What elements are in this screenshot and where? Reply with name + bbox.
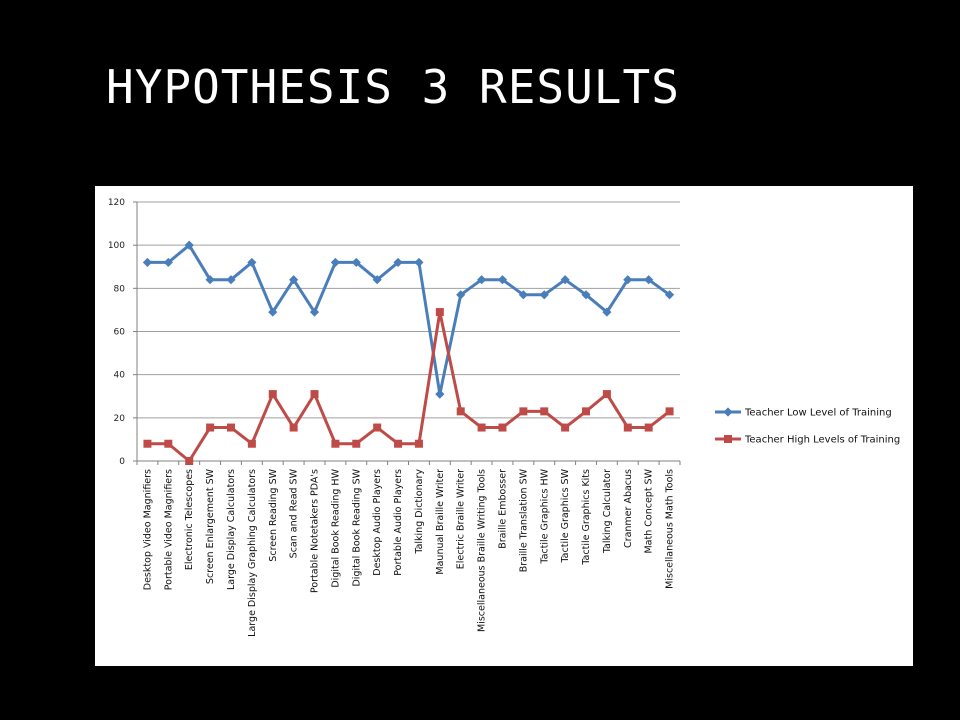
data-point [184,240,194,250]
x-category-label: Digital Book Reading SW [351,468,362,586]
x-category-label: Braille Embosser [497,469,508,549]
legend: Teacher Low Level of Training Teacher Hig… [715,407,900,446]
y-tick-label: 20 [114,414,126,424]
x-category-label: Desktop Video Magnifiers [142,469,153,590]
x-category-label: Screen Reading SW [268,468,279,561]
x-category-label: Tactile Graphics HW [539,468,550,564]
data-point [414,439,423,448]
x-category-label: Portable Video Magnifiers [163,469,174,590]
data-point [560,275,570,285]
y-tick-label: 40 [114,371,126,381]
x-category-label: Tactile Graphics Kits [581,469,592,566]
data-point [540,407,549,416]
data-point [456,407,465,416]
data-point [164,439,173,448]
data-point [498,423,507,432]
data-point [561,423,570,432]
data-point [539,290,549,300]
data-point [226,423,235,432]
x-category-label: Digital Book Reading HW [330,468,341,587]
x-category-labels: Desktop Video Magnifiers Portable Video M… [142,468,675,636]
chart-panel: 0 20 40 60 80 100 120 Desktop Video Magnifiers… [95,186,913,666]
x-category-label: Maunual Braille Writer [435,469,446,575]
x-category-label: Miscellaneous Math Tools [665,469,676,589]
data-point [519,407,528,416]
x-category-label: Talking Dictionary [414,469,425,555]
data-point [310,390,319,399]
data-point [394,439,403,448]
data-point [665,407,674,416]
data-point [373,423,382,432]
x-category-label: Braille Translation SW [518,468,529,572]
data-point [143,439,152,448]
x-category-label: Portable Notetakers PDA's [310,469,321,593]
data-point [477,423,486,432]
legend-diamond-marker [723,407,733,417]
data-point [497,275,508,285]
data-point [289,423,298,432]
x-category-label: Screen Enlargement SW [205,468,216,584]
data-point [414,257,424,268]
legend-item: Teacher High Levels of Training [715,435,900,446]
x-category-label: Large Display Calculators [226,469,237,590]
data-point [435,389,445,399]
series [142,240,675,465]
slide-title: HYPOTHESIS 3 RESULTS [106,60,680,114]
line-chart: 0 20 40 60 80 100 120 Desktop Video Magnifiers… [108,198,900,637]
x-category-label: Tactile Graphics SW [560,468,571,563]
gridlines [137,201,680,462]
data-point [268,307,278,317]
x-category-label: Electronic Telescopes [184,469,195,570]
x-category-label: Large Display Graphing Calculators [247,469,258,637]
x-category-label: Scan and Read SW [289,468,300,558]
legend-square-marker [724,435,732,443]
x-category-label: Talking Calculator [602,469,613,554]
data-point [644,423,653,432]
y-tick-label: 100 [108,241,125,251]
legend-label: Teacher Low Level of Training [744,408,892,419]
data-point [185,457,194,465]
data-point [142,257,153,268]
data-point [623,423,632,432]
legend-label: Teacher High Levels of Training [744,435,900,446]
x-category-label: Math Concept SW [644,468,655,553]
x-category-label: Cranmer Abacus [623,469,634,548]
data-point [309,307,320,317]
y-tick-labels: 0 20 40 60 80 100 120 [108,198,125,467]
y-tick-label: 120 [108,198,125,208]
data-point [331,439,340,448]
y-tick-label: 80 [114,284,126,294]
data-point [435,308,444,317]
data-point [581,290,591,300]
data-point [330,257,341,268]
data-point [602,307,612,317]
x-category-label: Electric Braille Writer [456,469,467,569]
data-point [602,390,611,399]
y-tick-label: 0 [119,457,125,467]
series-line [147,243,671,396]
y-tick-label: 60 [114,328,126,338]
data-point [582,407,591,416]
x-category-label: Desktop Audio Players [372,469,383,576]
data-point [476,275,487,285]
data-point [247,439,256,448]
data-point [518,290,528,300]
data-point [206,423,215,432]
legend-item: Teacher Low Level of Training [715,407,892,419]
x-category-label: Portable Audio Players [393,469,404,576]
data-point [268,390,277,399]
axes [133,201,681,465]
series-line [147,310,671,463]
series-high-training [143,308,674,465]
x-category-label: Miscellaneous Braille Writing Tools [477,469,488,632]
data-point [205,275,215,285]
data-point [352,439,361,448]
